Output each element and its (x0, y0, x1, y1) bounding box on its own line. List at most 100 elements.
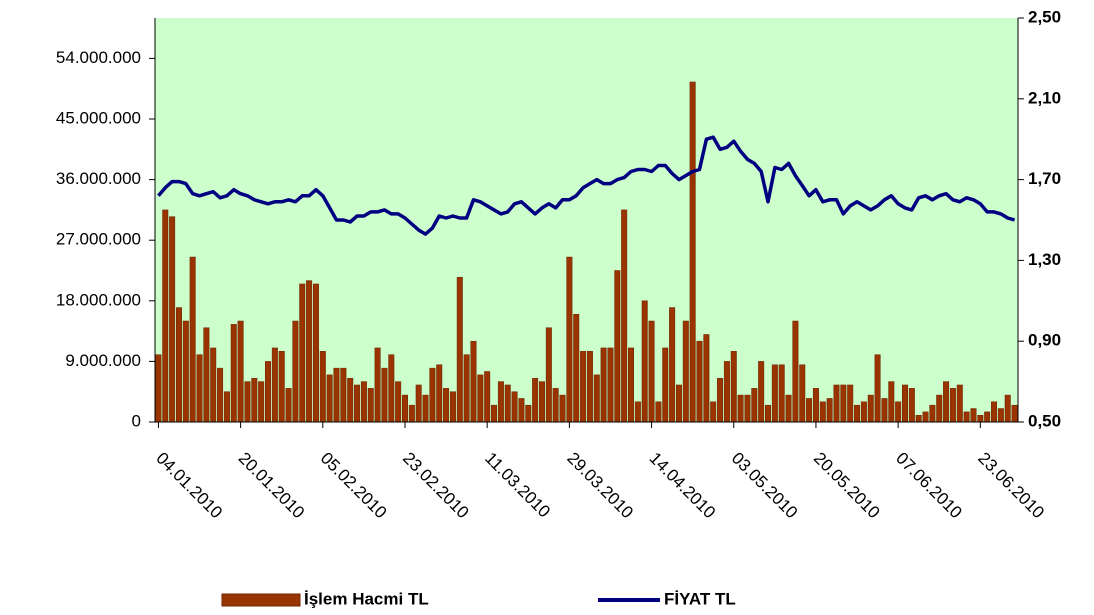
bar (367, 388, 374, 423)
bar (758, 361, 765, 423)
bar (936, 394, 943, 423)
y2-tick-label: 1,30 (1028, 250, 1061, 269)
bar (648, 320, 655, 423)
x-tick-label: 23.02.2010 (399, 449, 473, 523)
bar (511, 391, 518, 423)
y2-tick-label: 0,50 (1028, 411, 1061, 430)
x-tick-label: 20.05.2010 (810, 449, 884, 523)
bar (477, 374, 484, 423)
bar (422, 394, 429, 423)
y2-tick-label: 2,50 (1028, 7, 1061, 26)
bar (292, 320, 299, 423)
bar (977, 415, 984, 423)
bar (744, 394, 751, 423)
bar (388, 354, 395, 423)
bar (792, 320, 799, 423)
y2-tick-label: 0,90 (1028, 331, 1061, 350)
bar (634, 401, 641, 423)
bar (347, 377, 354, 423)
bar (360, 381, 367, 423)
bar (155, 354, 162, 423)
bar (299, 283, 306, 423)
x-tick-label: 07.06.2010 (892, 449, 966, 523)
bar (484, 371, 491, 423)
x-tick-label: 04.01.2010 (152, 449, 226, 523)
bar (182, 320, 189, 423)
bar (991, 401, 998, 423)
bar (326, 374, 333, 423)
bar (230, 324, 237, 423)
bar (675, 384, 682, 423)
bar (717, 377, 724, 423)
bar (312, 283, 319, 423)
bar (806, 398, 813, 423)
bar (525, 404, 532, 423)
bar (443, 388, 450, 423)
bar (497, 381, 504, 423)
bar (614, 270, 621, 423)
legend-swatch (221, 593, 301, 607)
bar (682, 320, 689, 423)
bar (669, 307, 676, 423)
bar (730, 351, 737, 423)
x-tick-label: 29.03.2010 (563, 449, 637, 523)
bar (175, 307, 182, 423)
bar (196, 354, 203, 423)
legend-label: İşlem Hacmi TL (304, 589, 429, 608)
x-tick-label: 05.02.2010 (317, 449, 391, 523)
bar (538, 381, 545, 423)
bar (785, 394, 792, 423)
bar (162, 209, 169, 423)
bar (641, 300, 648, 423)
bar (518, 398, 525, 423)
bar (915, 415, 922, 423)
bar (710, 401, 717, 423)
bar (963, 411, 970, 423)
bar (778, 364, 785, 423)
bar (470, 340, 477, 423)
bar (374, 347, 381, 423)
bar (532, 377, 539, 423)
bar (251, 377, 258, 423)
bar (395, 381, 402, 423)
bar (210, 347, 217, 423)
bar (559, 394, 566, 423)
bar (771, 364, 778, 423)
bar (655, 401, 662, 423)
bar (867, 394, 874, 423)
bar (354, 384, 361, 423)
bar (319, 351, 326, 423)
bar (662, 347, 669, 423)
y-tick-label: 36.000.000 (56, 169, 141, 188)
bar (566, 256, 573, 423)
x-tick-label: 20.01.2010 (235, 449, 309, 523)
bar (402, 394, 408, 423)
bar (545, 327, 552, 423)
bar (860, 401, 867, 423)
y2-tick-label: 2,10 (1028, 88, 1061, 107)
y-tick-label: 45.000.000 (56, 108, 141, 127)
bar (854, 404, 861, 423)
bar (696, 340, 703, 423)
bar (203, 327, 210, 423)
bar (491, 404, 498, 423)
bar (552, 388, 559, 423)
bar (703, 334, 710, 423)
bar (573, 314, 580, 423)
plot-area (155, 18, 1018, 422)
legend-label: FİYAT TL (664, 589, 736, 608)
bar (765, 404, 771, 423)
bar (237, 320, 244, 423)
bar (189, 256, 196, 423)
bar (600, 347, 607, 423)
bar (244, 381, 251, 423)
bar (593, 374, 600, 423)
bar (504, 384, 511, 423)
bar (271, 347, 278, 423)
y-tick-label: 18.000.000 (56, 290, 141, 309)
bar (689, 81, 696, 423)
y2-tick-label: 1,70 (1028, 169, 1061, 188)
bar (429, 367, 436, 423)
bar (436, 364, 443, 423)
